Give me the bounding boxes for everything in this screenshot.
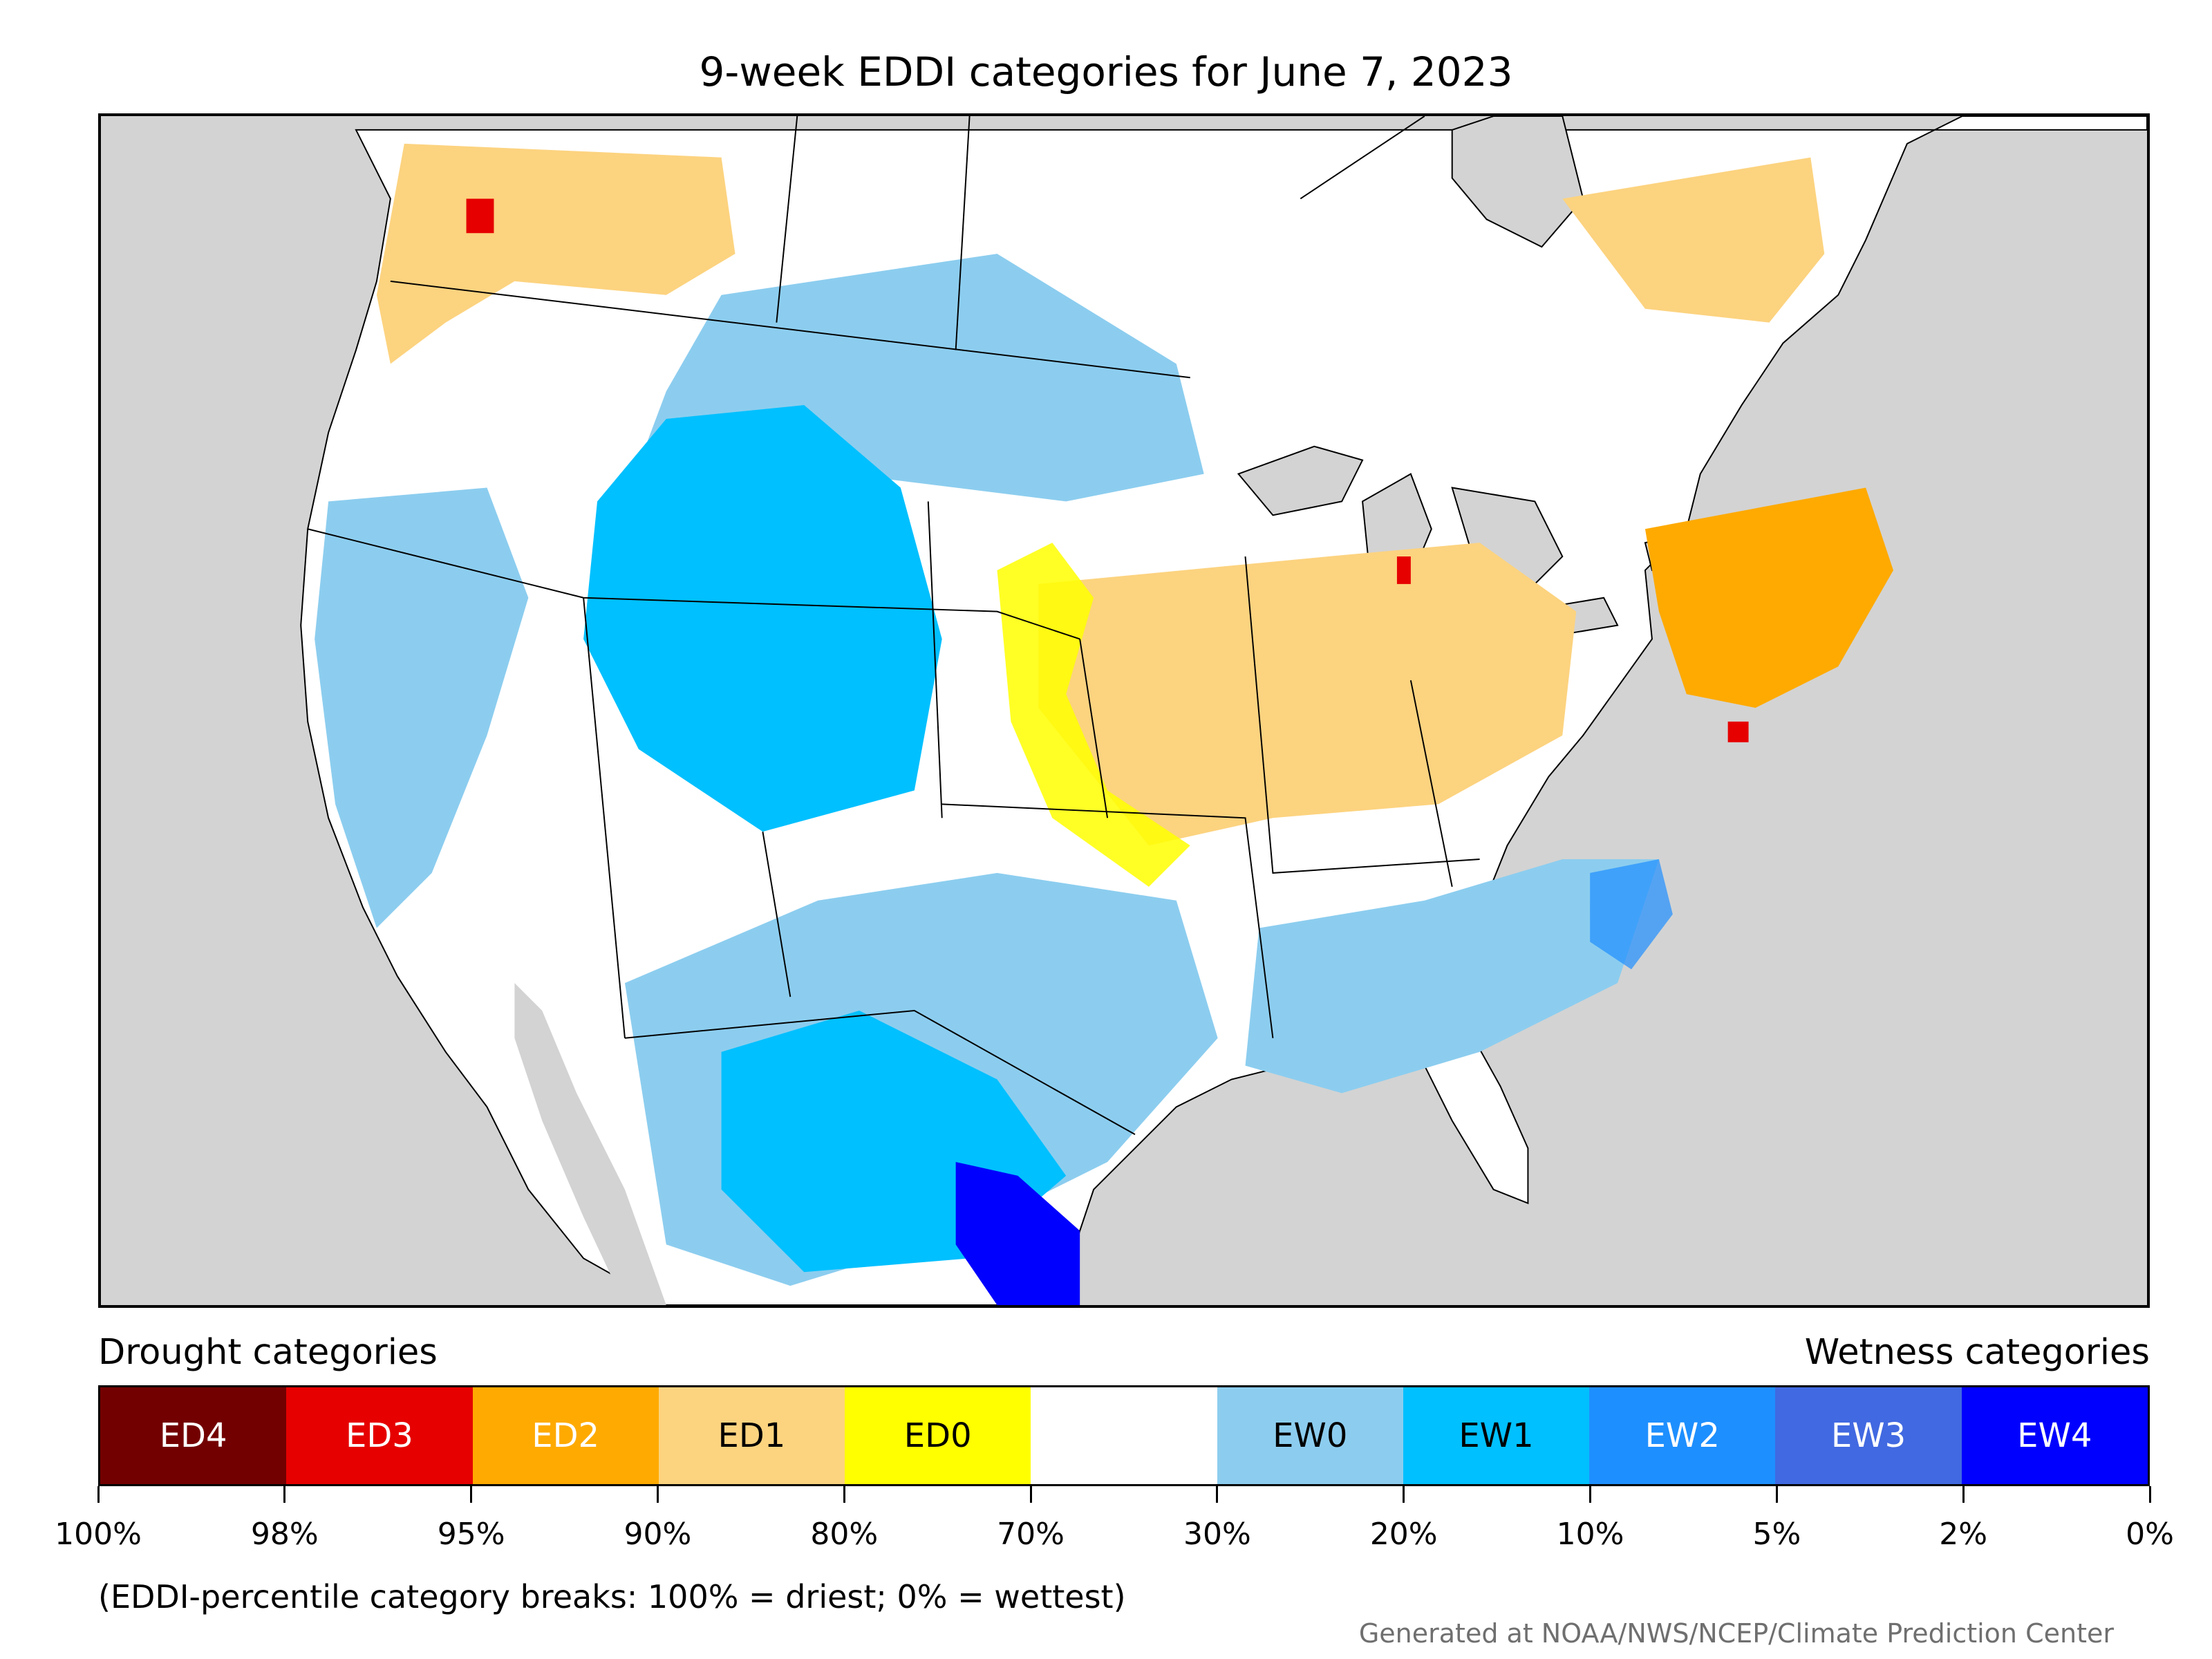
colorbar-swatch: ED0 [845,1387,1031,1484]
colorbar-tick-label: 100% [55,1517,142,1552]
map-panel [98,113,2150,1308]
colorbar-tick [2148,1486,2151,1503]
colorbar-swatch: ED3 [286,1387,473,1484]
category-breaks-note: (EDDI-percentile category breaks: 100% =… [98,1578,1126,1615]
colorbar-swatch: EW4 [1961,1387,2148,1484]
colorbar-tick [283,1486,286,1503]
colorbar-swatch: EW1 [1403,1387,1590,1484]
drought-ed0-ring [997,543,1190,887]
eddi-map [300,116,2147,1305]
colorbar-swatch: EW2 [1589,1387,1776,1484]
colorbar-swatch: ED1 [658,1387,845,1484]
colorbar-tick [1589,1486,1592,1503]
wet-rockies [583,405,942,832]
colorbar-tick [1029,1486,1032,1503]
james-bay [1451,116,1584,248]
colorbar-tick [470,1486,473,1503]
colorbar-swatch: ED4 [100,1387,287,1484]
source-credit: Generated at NOAA/NWS/NCEP/Climate Predi… [1358,1618,2114,1649]
colorbar-swatch: EW3 [1775,1387,1962,1484]
colorbar-tick-label: 10% [1556,1517,1624,1552]
colorbar-tick-label: 20% [1369,1517,1438,1552]
baja-gulf [514,983,666,1305]
wet-southeast [1245,859,1659,1094]
colorbar-tick-label: 5% [1752,1517,1801,1552]
colorbar-tick-label: 2% [1939,1517,1988,1552]
colorbar-tick [843,1486,845,1503]
colorbar-tick [1216,1486,1219,1503]
colorbar-tick [656,1486,659,1503]
colorbar-tick [97,1486,100,1503]
colorbar-tick-label: 0% [2126,1517,2174,1552]
wet-south-texas [955,1161,1080,1305]
colorbar-tick [1403,1486,1405,1503]
drought-categories-label: Drought categories [98,1332,438,1373]
drought-midwest [1038,543,1577,846]
colorbar-tick-label: 98% [250,1517,319,1552]
colorbar-swatch: ED2 [472,1387,659,1484]
colorbar-tick-label: 30% [1183,1517,1251,1552]
colorbar-tick-label: 95% [437,1517,505,1552]
map-title: 9-week EDDI categories for June 7, 2023 [699,48,1513,95]
borders [307,116,1480,1136]
drought-quebec [1562,157,1825,323]
wet-california [315,487,529,928]
drought-northeast [1644,487,1893,709]
colorbar-swatch: EW0 [1217,1387,1403,1484]
colorbar-tick-label: 80% [810,1517,879,1552]
colorbar-tick-label: 90% [624,1517,692,1552]
wetness-categories-label: Wetness categories [1804,1332,2150,1373]
wet-carolinas [1590,859,1673,970]
colorbar-swatch [1031,1387,1217,1484]
colorbar-tick [1775,1486,1778,1503]
colorbar-tick [1962,1486,1965,1503]
category-colorbar: ED4 ED3 ED2 ED1 ED0 EW0 EW1 EW2 EW3 EW4 [98,1385,2150,1486]
colorbar-tick-label: 70% [997,1517,1065,1552]
